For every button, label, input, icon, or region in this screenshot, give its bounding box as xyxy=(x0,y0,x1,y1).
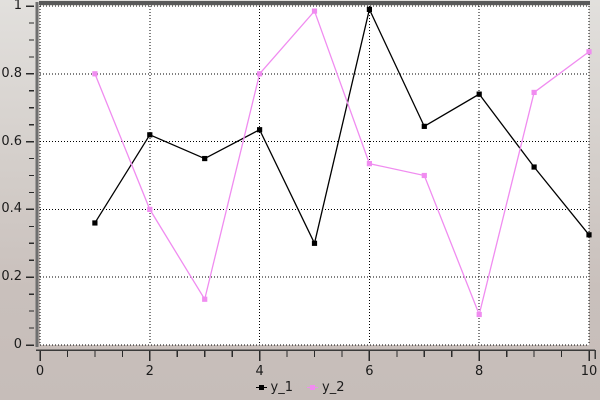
gridlines-group xyxy=(39,5,590,346)
data-point-marker xyxy=(366,6,372,12)
data-point-marker xyxy=(476,91,482,97)
data-point-marker xyxy=(586,232,592,238)
chart-legend: y_1 y_2 xyxy=(0,378,600,396)
data-point-marker xyxy=(202,296,208,302)
data-point-marker xyxy=(257,71,263,77)
data-point-marker xyxy=(421,123,427,129)
legend-label: y_1 xyxy=(270,379,293,395)
data-point-marker xyxy=(421,172,427,179)
data-point-marker xyxy=(531,164,537,170)
series-y_1 xyxy=(92,6,592,246)
legend-item-y_1[interactable]: y_1 xyxy=(255,379,293,395)
x-tick-label: 6 xyxy=(365,364,374,379)
legend-marker-icon xyxy=(255,383,267,392)
x-tick-label: 8 xyxy=(475,364,484,379)
x-tick-label: 0 xyxy=(35,364,45,379)
data-series-group xyxy=(92,6,592,318)
y-tick-label: 0.2 xyxy=(1,269,22,285)
axis-ticks-group xyxy=(26,5,590,361)
y-tick-label: 0.6 xyxy=(1,133,22,149)
x-tick-label: 4 xyxy=(255,364,264,379)
y-tick-label: 0.4 xyxy=(1,201,22,217)
data-point-marker xyxy=(92,71,98,77)
data-point-marker xyxy=(92,220,98,226)
series-line-y_2 xyxy=(94,9,590,317)
data-point-marker xyxy=(147,132,153,138)
data-point-marker xyxy=(586,49,592,55)
legend-marker-icon xyxy=(307,383,318,392)
y-tick-label: 0.8 xyxy=(1,65,22,81)
plot-area-background xyxy=(40,6,589,345)
x-tick-label: 10 xyxy=(580,364,598,379)
x-tick-label: 2 xyxy=(145,364,154,379)
series-line-y_1 xyxy=(94,7,590,246)
y-tick-label: 0 xyxy=(13,337,22,352)
data-point-marker xyxy=(311,8,318,14)
data-point-marker xyxy=(257,127,263,133)
data-point-marker xyxy=(202,155,208,162)
legend-item-y_2[interactable]: y_2 xyxy=(307,381,344,394)
plot-frame xyxy=(35,1,596,359)
plot-background-group xyxy=(40,6,589,345)
data-point-marker xyxy=(366,161,372,167)
data-point-marker xyxy=(311,240,318,246)
legend-label: y_2 xyxy=(322,379,345,395)
series-y_2 xyxy=(92,8,592,318)
data-point-marker xyxy=(531,89,537,96)
y-tick-label: 1 xyxy=(13,0,22,13)
data-point-marker xyxy=(476,311,482,318)
data-point-marker xyxy=(147,206,153,212)
